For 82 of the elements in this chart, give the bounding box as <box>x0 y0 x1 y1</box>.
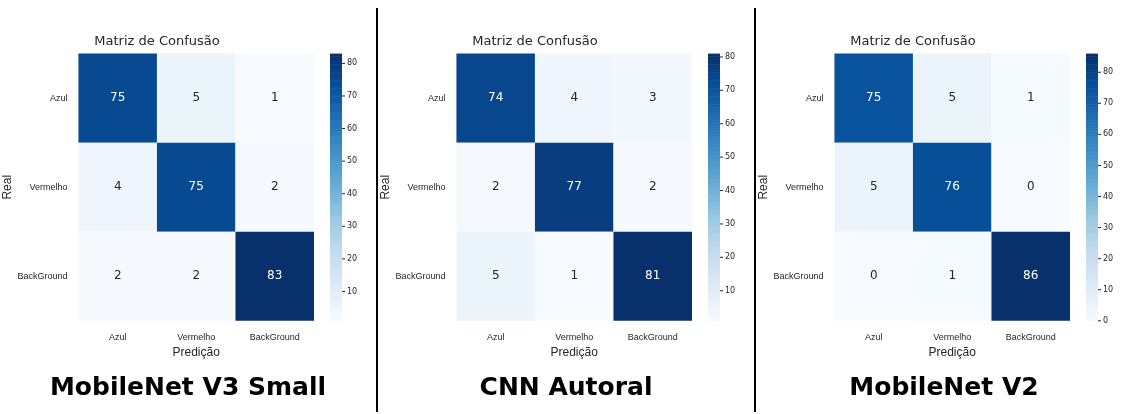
color-bar-label: 40 <box>725 185 736 195</box>
color-bar-label: 60 <box>1103 129 1114 139</box>
data-label: 5 <box>869 179 878 194</box>
x-tick-label: Azul <box>486 331 505 342</box>
color-bar-label: 60 <box>347 123 358 133</box>
data-label: 75 <box>866 90 882 105</box>
data-label: 2 <box>192 268 201 283</box>
chart-title: Matriz de Confusão <box>472 33 598 49</box>
data-label: 1 <box>1026 90 1035 105</box>
x-tick-label: BackGround <box>1005 331 1056 342</box>
x-tick-label: BackGround <box>249 331 300 342</box>
y-tick-label: Vermelho <box>785 181 824 192</box>
data-label: 4 <box>113 179 122 194</box>
data-label: 83 <box>267 268 283 283</box>
color-bar-label: 50 <box>1103 160 1114 170</box>
y-tick-label: BackGround <box>773 270 824 281</box>
data-label: 75 <box>188 179 204 194</box>
data-label: 1 <box>948 268 957 283</box>
color-bar-label: 80 <box>347 58 358 68</box>
color-bar-label: 50 <box>347 156 358 166</box>
y-axis-title: Real <box>755 174 770 200</box>
data-label: 2 <box>648 179 657 194</box>
color-bar-label: 0 <box>1103 315 1109 325</box>
data-label: 2 <box>491 179 500 194</box>
y-tick-label: Azul <box>427 92 446 103</box>
text: MobileNet V3 Small <box>48 372 328 401</box>
text: MobileNet V2 <box>848 372 1040 401</box>
x-axis-title: Predição <box>172 345 221 360</box>
x-tick-label: Azul <box>108 331 127 342</box>
chart-title: Matriz de Confusão <box>850 33 976 49</box>
color-bar-label: 10 <box>1103 284 1114 294</box>
color-bar-label: 20 <box>725 252 736 262</box>
x-tick-label: Azul <box>864 331 883 342</box>
color-bar-label: 20 <box>347 253 358 263</box>
color-bar-label: 70 <box>725 85 736 95</box>
data-label: 0 <box>1026 179 1035 194</box>
data-label: 2 <box>270 179 279 194</box>
color-bar-label: 10 <box>725 285 736 295</box>
data-label: 5 <box>948 90 957 105</box>
data-label: 75 <box>110 90 126 105</box>
y-tick-label: BackGround <box>17 270 68 281</box>
color-bar-label: 40 <box>347 188 358 198</box>
color-bar-label: 10 <box>347 286 358 296</box>
data-label: 1 <box>270 90 279 105</box>
data-label: 0 <box>869 268 878 283</box>
color-bar-label: 30 <box>347 221 358 231</box>
x-axis-title: Predição <box>550 345 599 360</box>
y-tick-label: Azul <box>49 92 68 103</box>
color-bar-label: 80 <box>1103 67 1114 77</box>
data-label: 81 <box>645 268 661 283</box>
y-axis-title: Real <box>0 174 14 200</box>
color-bar-label: 60 <box>725 118 736 128</box>
x-tick-label: Vermelho <box>177 331 216 342</box>
data-label: 5 <box>491 268 500 283</box>
data-label: 74 <box>488 90 504 105</box>
x-axis-title: Predição <box>928 345 977 360</box>
y-tick-label: BackGround <box>395 270 446 281</box>
data-label: 77 <box>566 179 582 194</box>
data-label: 76 <box>944 179 960 194</box>
y-tick-label: Azul <box>805 92 824 103</box>
color-bar-label: 30 <box>1103 222 1114 232</box>
x-tick-label: BackGround <box>627 331 678 342</box>
y-tick-label: Vermelho <box>29 181 68 192</box>
x-tick-label: Vermelho <box>555 331 594 342</box>
data-label: 4 <box>570 90 579 105</box>
color-bar-label: 70 <box>347 91 358 101</box>
data-label: 3 <box>648 90 657 105</box>
text: CNN Autoral <box>478 372 654 401</box>
color-bar-label: 30 <box>725 219 736 229</box>
chart-title: Matriz de Confusão <box>94 33 220 49</box>
y-axis-title: Real <box>377 174 392 200</box>
y-tick-label: Vermelho <box>407 181 446 192</box>
color-bar-label: 20 <box>1103 253 1114 263</box>
data-label: 1 <box>570 268 579 283</box>
color-bar-label: 50 <box>725 152 736 162</box>
color-bar-label: 80 <box>725 52 736 62</box>
x-tick-label: Vermelho <box>933 331 972 342</box>
color-bar-label: 70 <box>1103 98 1114 108</box>
data-label: 5 <box>192 90 201 105</box>
color-bar-label: 40 <box>1103 191 1114 201</box>
data-label: 86 <box>1023 268 1039 283</box>
data-label: 2 <box>113 268 122 283</box>
